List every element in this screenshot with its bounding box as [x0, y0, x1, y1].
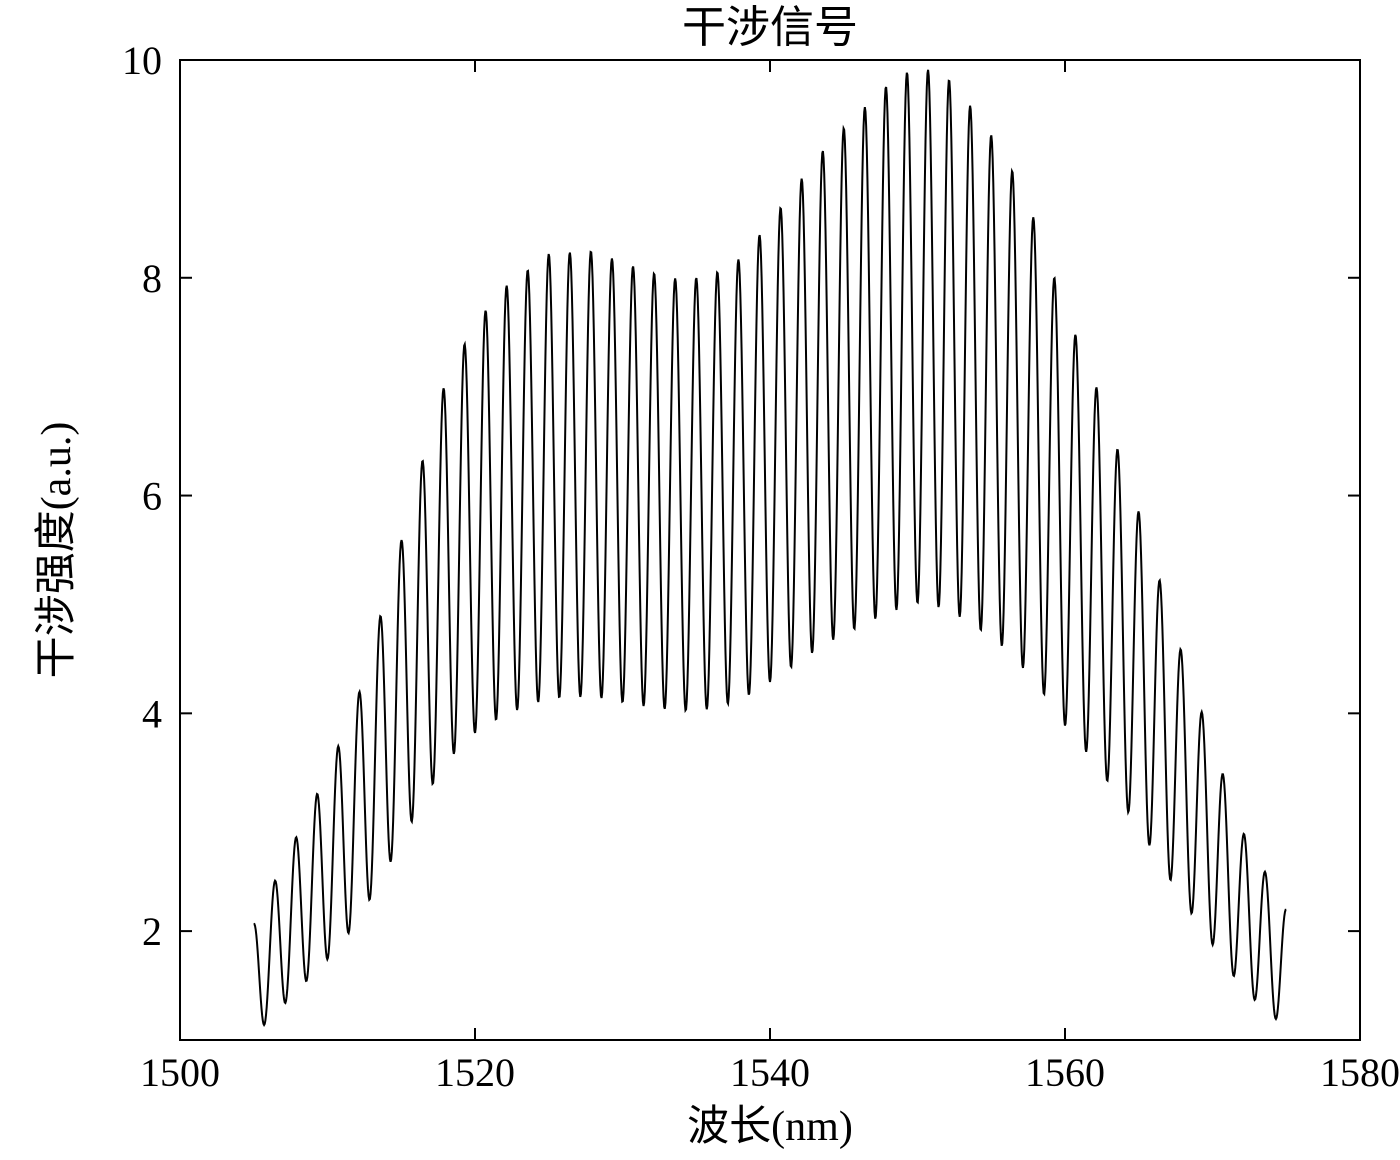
chart-svg: 15001520154015601580 246810 干涉信号 波长(nm) …: [0, 0, 1400, 1160]
y-tick-label: 4: [142, 691, 162, 736]
y-tick-label: 10: [122, 38, 162, 83]
y-tick-label: 8: [142, 256, 162, 301]
x-tick-label: 1580: [1320, 1050, 1400, 1095]
plot-box: [180, 60, 1360, 1040]
y-tick-label: 2: [142, 909, 162, 954]
x-tick-label: 1560: [1025, 1050, 1105, 1095]
x-tick-label: 1520: [435, 1050, 515, 1095]
chart-title: 干涉信号: [682, 3, 858, 52]
y-tick-label: 6: [142, 474, 162, 519]
x-tick-label: 1500: [140, 1050, 220, 1095]
x-axis-label: 波长(nm): [687, 1104, 853, 1150]
y-axis-label: 干涉强度(a.u.): [34, 422, 80, 679]
data-line: [254, 70, 1287, 1025]
x-tick-label: 1540: [730, 1050, 810, 1095]
interference-chart: 15001520154015601580 246810 干涉信号 波长(nm) …: [0, 0, 1400, 1160]
